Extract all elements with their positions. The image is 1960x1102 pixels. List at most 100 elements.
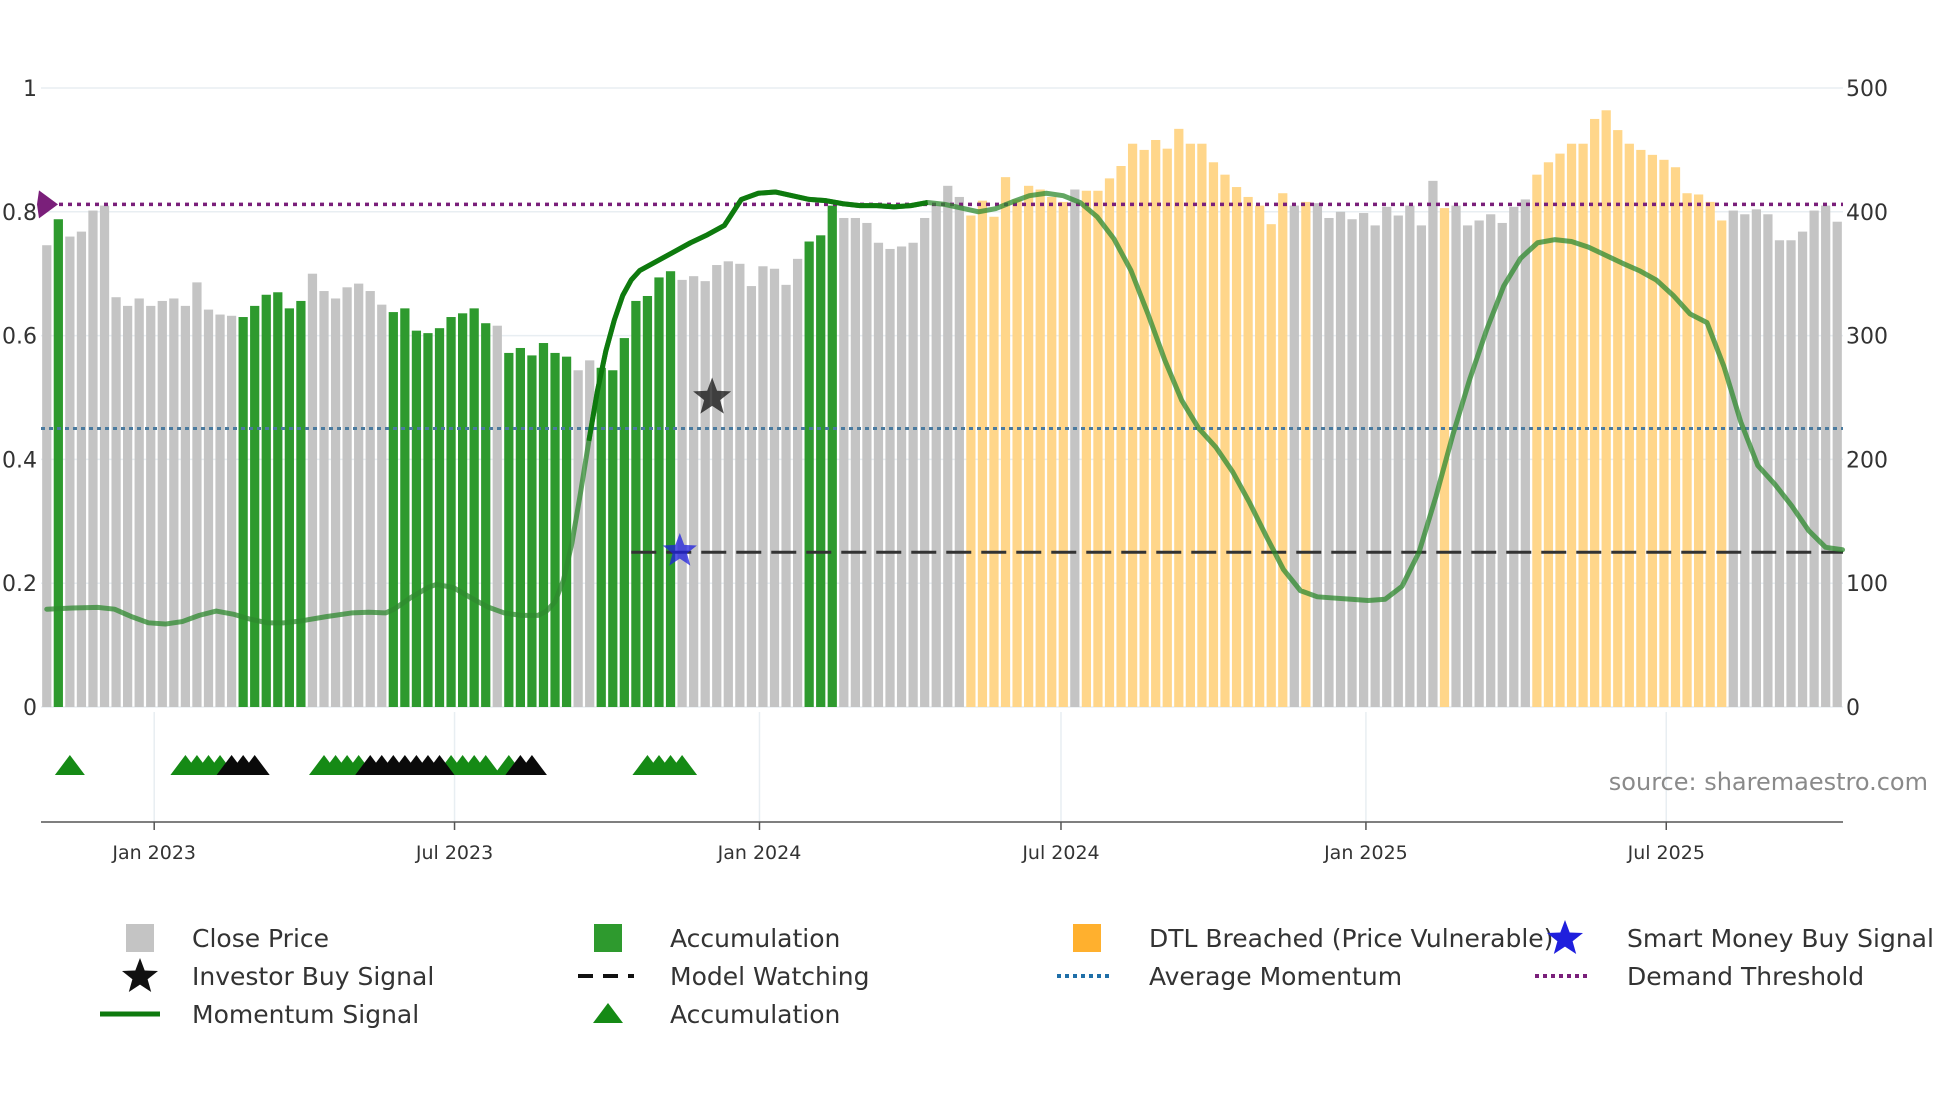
right-tick-label: 500: [1846, 77, 1888, 102]
legend-average-momentum-label: Average Momentum: [1149, 961, 1403, 991]
dtl-bar: [1127, 143, 1138, 707]
price-bar: [354, 283, 364, 707]
price-bar: [885, 248, 895, 707]
price-bar: [850, 217, 860, 708]
dtl-bar: [1555, 153, 1565, 707]
dtl-bar: [1035, 189, 1045, 708]
accumulation-bar: [284, 308, 294, 707]
price-bar: [1070, 189, 1080, 708]
dtl-bar: [1578, 143, 1588, 707]
price-bar: [1763, 214, 1773, 707]
dtl-bar: [1162, 148, 1172, 708]
price-bar: [192, 282, 202, 707]
left-tick-label: 1: [23, 77, 37, 102]
accumulation-bar: [804, 241, 814, 707]
demand-threshold-marker: [37, 190, 58, 219]
dtl-bar: [1266, 224, 1276, 707]
price-bar: [689, 276, 699, 707]
momentum-line-strong: [586, 189, 929, 442]
dtl-bar: [1717, 220, 1727, 707]
price-bar: [1393, 215, 1403, 708]
dtl-bar: [977, 200, 988, 707]
legend-close-price[interactable]: Close Price: [100, 920, 329, 956]
dtl-bar: [1613, 130, 1623, 708]
price-bar: [920, 217, 930, 708]
x-tick-label: Jul 2025: [1627, 842, 1705, 864]
legend-star-icon: [122, 958, 158, 992]
price-bar: [1324, 217, 1334, 708]
right-tick-label: 300: [1846, 325, 1888, 350]
dtl-bar: [1705, 201, 1715, 707]
accumulation-bar: [631, 300, 641, 707]
legend-close-price-label: Close Price: [192, 923, 330, 953]
dtl-bar: [1185, 143, 1195, 707]
legend-accumulation-triangle[interactable]: Accumulation: [578, 996, 840, 1032]
dtl-bar: [1543, 162, 1554, 707]
left-tick-label: 0.2: [2, 572, 37, 597]
price-bar: [76, 231, 87, 707]
price-bar: [573, 370, 583, 707]
price-bar: [1740, 214, 1750, 707]
signal-triangles: [54, 755, 698, 775]
legend-triangle-icon: [593, 1003, 623, 1023]
legend-investor-buy-label: Investor Buy Signal: [192, 961, 435, 991]
legend-accumulation-bar[interactable]: Accumulation: [578, 920, 840, 956]
dtl-bar: [1081, 190, 1092, 707]
accumulation-bar: [411, 330, 422, 707]
price-bar: [319, 291, 329, 707]
legend-model-watching[interactable]: Model Watching: [578, 958, 870, 994]
price-bar: [123, 305, 133, 707]
price-bar: [1462, 225, 1473, 707]
dtl-bar: [1151, 139, 1161, 708]
dtl-bar: [1208, 162, 1219, 707]
accumulation-bar: [261, 294, 271, 707]
price-bar: [792, 258, 803, 707]
left-tick-label: 0: [23, 696, 37, 721]
price-bar: [1728, 210, 1738, 707]
legend-investor-buy[interactable]: Investor Buy Signal: [100, 958, 434, 994]
legend-smart-money[interactable]: Smart Money Buy Signal: [1535, 920, 1934, 956]
accumulation-bar: [550, 352, 560, 707]
accumulation-bar: [527, 355, 537, 707]
price-bar: [330, 298, 341, 707]
price-bar: [862, 222, 872, 707]
accumulation-triangle-icon: [54, 755, 85, 775]
dtl-bar: [1255, 205, 1265, 708]
accumulation-bar: [561, 356, 572, 707]
price-bar: [723, 261, 733, 707]
price-bar: [226, 315, 237, 707]
price-bar: [1497, 222, 1507, 707]
legend-momentum[interactable]: Momentum Signal: [100, 996, 419, 1032]
price-bar: [1335, 211, 1346, 708]
price-bar: [712, 265, 722, 707]
dtl-bar: [1670, 167, 1681, 707]
price-bar: [1428, 180, 1438, 708]
price-bar: [134, 298, 144, 707]
price-bar: [1312, 203, 1323, 707]
dtl-bar: [1139, 149, 1149, 707]
price-bar: [1347, 219, 1357, 707]
price-bar: [99, 205, 110, 708]
legend-model-watching-label: Model Watching: [670, 961, 870, 991]
investor-triangle-icon: [239, 755, 270, 775]
price-bar: [492, 325, 502, 707]
price-bar: [1382, 206, 1392, 707]
legend-dtl[interactable]: DTL Breached (Price Vulnerable): [1057, 920, 1553, 956]
price-bar: [180, 305, 191, 707]
legend-dtl-label: DTL Breached (Price Vulnerable): [1149, 923, 1554, 953]
dtl-bar: [1590, 118, 1600, 707]
legend-demand-threshold[interactable]: Demand Threshold: [1535, 958, 1864, 994]
dtl-bar: [989, 216, 999, 707]
left-tick-label: 0.8: [2, 201, 37, 226]
legend-blue-star-icon: [1547, 920, 1583, 954]
price-bar: [1797, 231, 1808, 707]
price-bar: [1520, 199, 1530, 708]
price-bar: [157, 300, 167, 707]
accumulation-bar: [458, 313, 468, 707]
accumulation-bar: [481, 323, 491, 707]
dtl-bar: [1243, 196, 1253, 707]
legend-average-momentum[interactable]: Average Momentum: [1057, 958, 1402, 994]
price-bar: [1809, 210, 1819, 707]
accumulation-bar: [400, 308, 410, 707]
dtl-bar: [1174, 128, 1184, 707]
